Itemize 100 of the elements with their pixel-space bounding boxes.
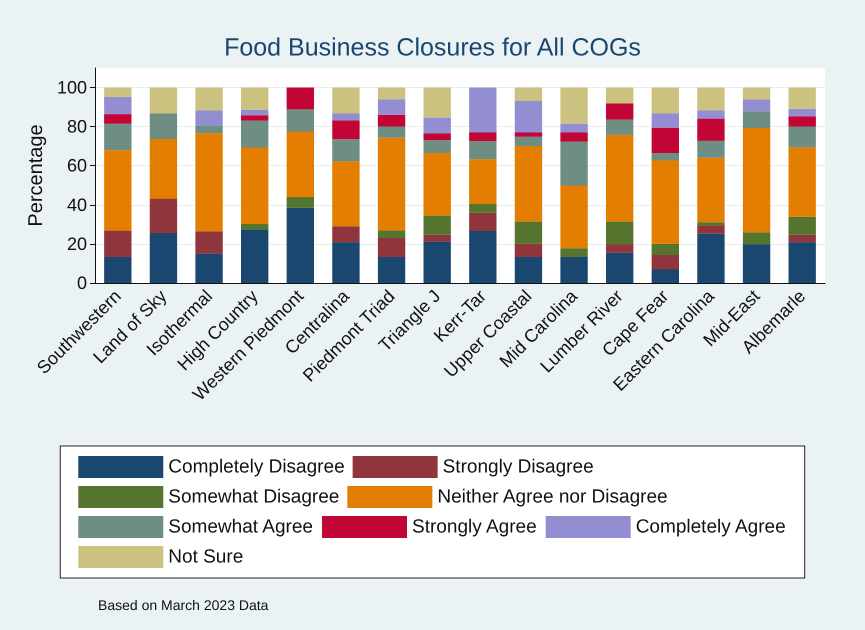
bar xyxy=(378,138,406,230)
bar xyxy=(652,244,679,256)
bar xyxy=(150,198,178,233)
bar xyxy=(241,230,268,283)
bar xyxy=(104,150,132,231)
bar xyxy=(514,222,542,244)
bar xyxy=(560,124,588,132)
legend-label: Somewhat Agree xyxy=(168,516,313,538)
bar xyxy=(286,88,314,110)
bar xyxy=(104,257,132,283)
bar xyxy=(378,114,406,126)
bar xyxy=(606,88,634,104)
bar xyxy=(469,132,496,142)
bar xyxy=(560,248,588,258)
bar xyxy=(150,138,178,199)
legend-label: Not Sure xyxy=(168,546,244,568)
bar xyxy=(150,88,178,114)
bar xyxy=(697,225,725,234)
bar xyxy=(241,115,268,121)
bar xyxy=(241,148,268,224)
bar xyxy=(514,132,542,137)
bar xyxy=(104,114,132,124)
bar xyxy=(652,160,679,244)
bar xyxy=(560,141,588,186)
bar xyxy=(788,216,816,235)
bar xyxy=(104,88,132,97)
bar xyxy=(788,242,816,283)
bar xyxy=(424,133,451,140)
bar xyxy=(424,118,451,134)
bar xyxy=(469,212,496,232)
bar xyxy=(606,244,634,253)
bar xyxy=(195,110,223,126)
bar xyxy=(742,99,770,112)
bar xyxy=(697,88,725,110)
bar xyxy=(241,120,268,148)
bar xyxy=(788,147,816,217)
text: Based on March 2023 Data xyxy=(98,597,269,613)
bar xyxy=(104,230,132,258)
bar xyxy=(241,110,268,116)
bar xyxy=(742,88,770,100)
bar xyxy=(469,88,496,132)
bar xyxy=(788,116,816,126)
bar xyxy=(514,101,542,132)
bar xyxy=(195,88,223,110)
bar xyxy=(150,114,178,139)
legend-label: Completely Agree xyxy=(636,516,786,538)
bar xyxy=(514,146,542,222)
y-tick-label: 0 xyxy=(76,273,87,293)
bar xyxy=(697,140,725,158)
bar xyxy=(150,232,178,283)
bar xyxy=(332,242,360,283)
bar xyxy=(697,222,725,226)
y-axis-title: Percentage xyxy=(25,124,48,227)
bar xyxy=(788,108,816,116)
bar xyxy=(286,197,314,208)
bar xyxy=(606,103,634,120)
bar xyxy=(606,222,634,244)
bar xyxy=(606,120,634,135)
bar xyxy=(378,238,406,258)
bar xyxy=(469,204,496,213)
y-tick-label: 80 xyxy=(66,116,87,137)
bar xyxy=(378,99,406,115)
bar xyxy=(332,114,360,120)
y-tick-label: 100 xyxy=(56,78,87,98)
bar xyxy=(652,114,679,128)
bar xyxy=(195,231,223,254)
bar xyxy=(104,124,132,150)
bar xyxy=(332,161,360,226)
bar xyxy=(378,126,406,138)
bar xyxy=(424,88,451,118)
bar xyxy=(697,234,725,283)
bar xyxy=(332,226,360,242)
bar xyxy=(606,134,634,222)
bar xyxy=(286,132,314,197)
legend-label: Completely Disagree xyxy=(168,456,345,478)
bar xyxy=(652,88,679,114)
bar xyxy=(514,136,542,146)
bar xyxy=(606,252,634,283)
bar xyxy=(788,234,816,242)
bar xyxy=(514,244,542,258)
bar xyxy=(332,88,360,114)
bar xyxy=(742,232,770,244)
bar xyxy=(652,128,679,154)
bar xyxy=(195,254,223,283)
y-tick-label: 40 xyxy=(66,194,87,215)
bar xyxy=(560,88,588,124)
bar xyxy=(286,208,314,283)
bar xyxy=(788,88,816,109)
legend-label: Strongly Agree xyxy=(412,516,537,538)
bar xyxy=(742,244,770,283)
bar xyxy=(560,257,588,283)
legend-label: Neither Agree nor Disagree xyxy=(437,486,668,508)
legend-label: Somewhat Disagree xyxy=(168,486,340,508)
chart-title: Food Business Closures for All COGs xyxy=(224,34,641,62)
bar xyxy=(469,231,496,283)
bar xyxy=(469,141,496,160)
bar xyxy=(514,257,542,283)
bar xyxy=(742,111,770,128)
bar xyxy=(560,132,588,142)
bar xyxy=(514,88,542,102)
